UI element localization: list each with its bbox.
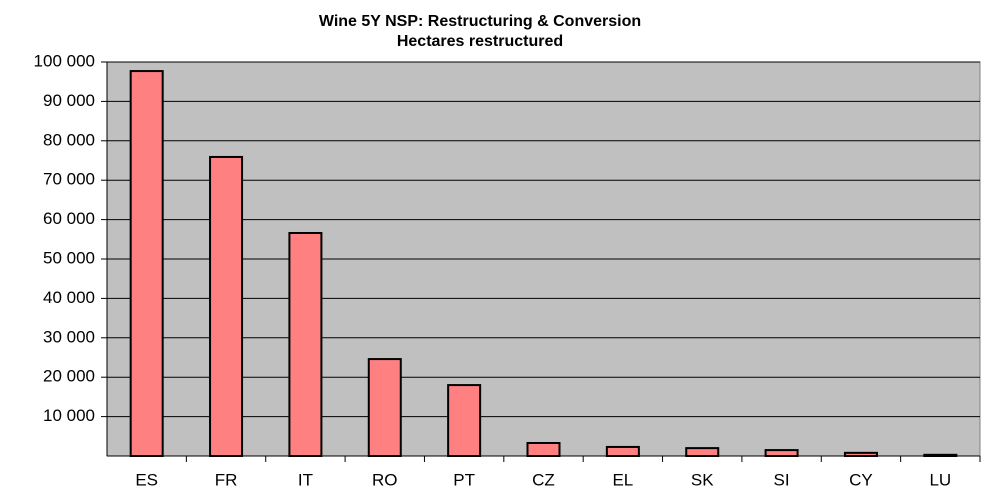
x-tick-label: LU xyxy=(929,470,951,489)
bar xyxy=(288,231,323,457)
bar xyxy=(526,441,561,457)
x-tick-label: EL xyxy=(612,470,633,489)
x-tick-label: ES xyxy=(135,470,158,489)
x-tick-label: CY xyxy=(849,470,873,489)
bar xyxy=(764,449,799,457)
y-tick-label: 40 000 xyxy=(43,288,95,307)
y-tick-label: 100 000 xyxy=(34,51,95,70)
y-tick-label: 60 000 xyxy=(43,209,95,228)
bar xyxy=(129,70,164,457)
bar xyxy=(685,447,720,457)
y-tick-label: 80 000 xyxy=(43,130,95,149)
bar xyxy=(447,384,482,457)
x-tick-label: RO xyxy=(372,470,398,489)
bar xyxy=(843,451,878,457)
chart-subtitle: Hectares restructured xyxy=(397,33,563,50)
y-tick-label: 20 000 xyxy=(43,367,95,386)
x-tick-label: SI xyxy=(774,470,790,489)
y-tick-label: 70 000 xyxy=(43,170,95,189)
y-tick-label: 30 000 xyxy=(43,327,95,346)
x-tick-label: FR xyxy=(215,470,238,489)
bar xyxy=(209,155,244,457)
y-tick-label: 90 000 xyxy=(43,91,95,110)
x-tick-label: CZ xyxy=(532,470,555,489)
y-tick-label: 50 000 xyxy=(43,248,95,267)
chart-title: Wine 5Y NSP: Restructuring & Conversion xyxy=(319,13,641,30)
bar xyxy=(367,358,402,457)
x-tick-label: PT xyxy=(453,470,475,489)
bar xyxy=(923,453,958,457)
bar xyxy=(605,445,640,457)
y-tick-label: 10 000 xyxy=(43,406,95,425)
x-tick-label: SK xyxy=(691,470,714,489)
x-tick-label: IT xyxy=(298,470,313,489)
